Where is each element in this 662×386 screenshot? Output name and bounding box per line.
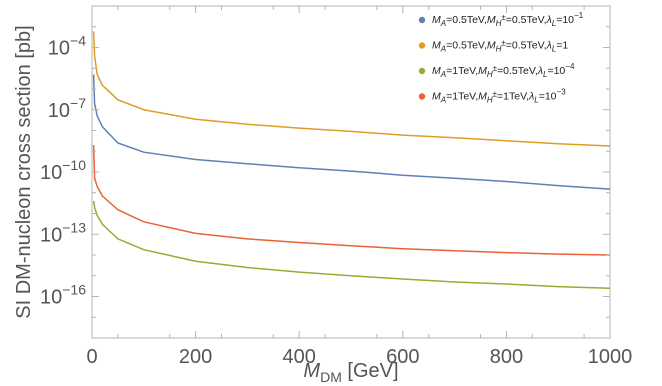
x-tick-label: 600 [386, 346, 419, 368]
legend-marker-2 [418, 42, 426, 49]
legend-entry-2: MA=0.5TeV,MH±=0.5TeV,λL=1 [432, 39, 568, 54]
x-tick-label: 400 [283, 346, 316, 368]
legend-entry-1: MA=0.5TeV,MH±=0.5TeV,λL=10−1 [432, 11, 584, 28]
legend-entry-3: MA=1TeV,MH±=0.5TeV,λL=10−4 [432, 62, 575, 79]
legend-entry-4: MA=1TeV,MH±=1TeV,λL=10−3 [432, 88, 566, 105]
series-line-4 [92, 144, 611, 256]
plot-frame [91, 5, 611, 339]
series-line-1 [92, 74, 611, 190]
y-tick-label: 10−13 [40, 219, 86, 246]
x-tick-label: 200 [179, 346, 212, 368]
legend-marker-3 [418, 67, 426, 75]
x-tick-label: 1000 [588, 346, 633, 368]
y-axis-label: SI DM-nucleon cross section [pb] [13, 25, 35, 318]
series-line-2 [92, 31, 611, 147]
y-tick-label: 10−16 [40, 282, 86, 309]
y-tick-label: 10−7 [48, 95, 86, 122]
y-tick-label: 10−10 [40, 157, 86, 184]
legend-marker-4 [418, 93, 426, 100]
series-line-3 [92, 200, 611, 289]
x-tick-label: 800 [490, 346, 523, 368]
x-tick-label: 0 [86, 346, 97, 368]
legend: MA=0.5TeV,MH±=0.5TeV,λL=10−1 MA=0.5TeV,MH… [418, 11, 584, 105]
y-tick-label: 10−4 [48, 33, 86, 60]
x-axis-label: MDM [GeV] [303, 360, 398, 385]
legend-marker-1 [418, 16, 426, 24]
